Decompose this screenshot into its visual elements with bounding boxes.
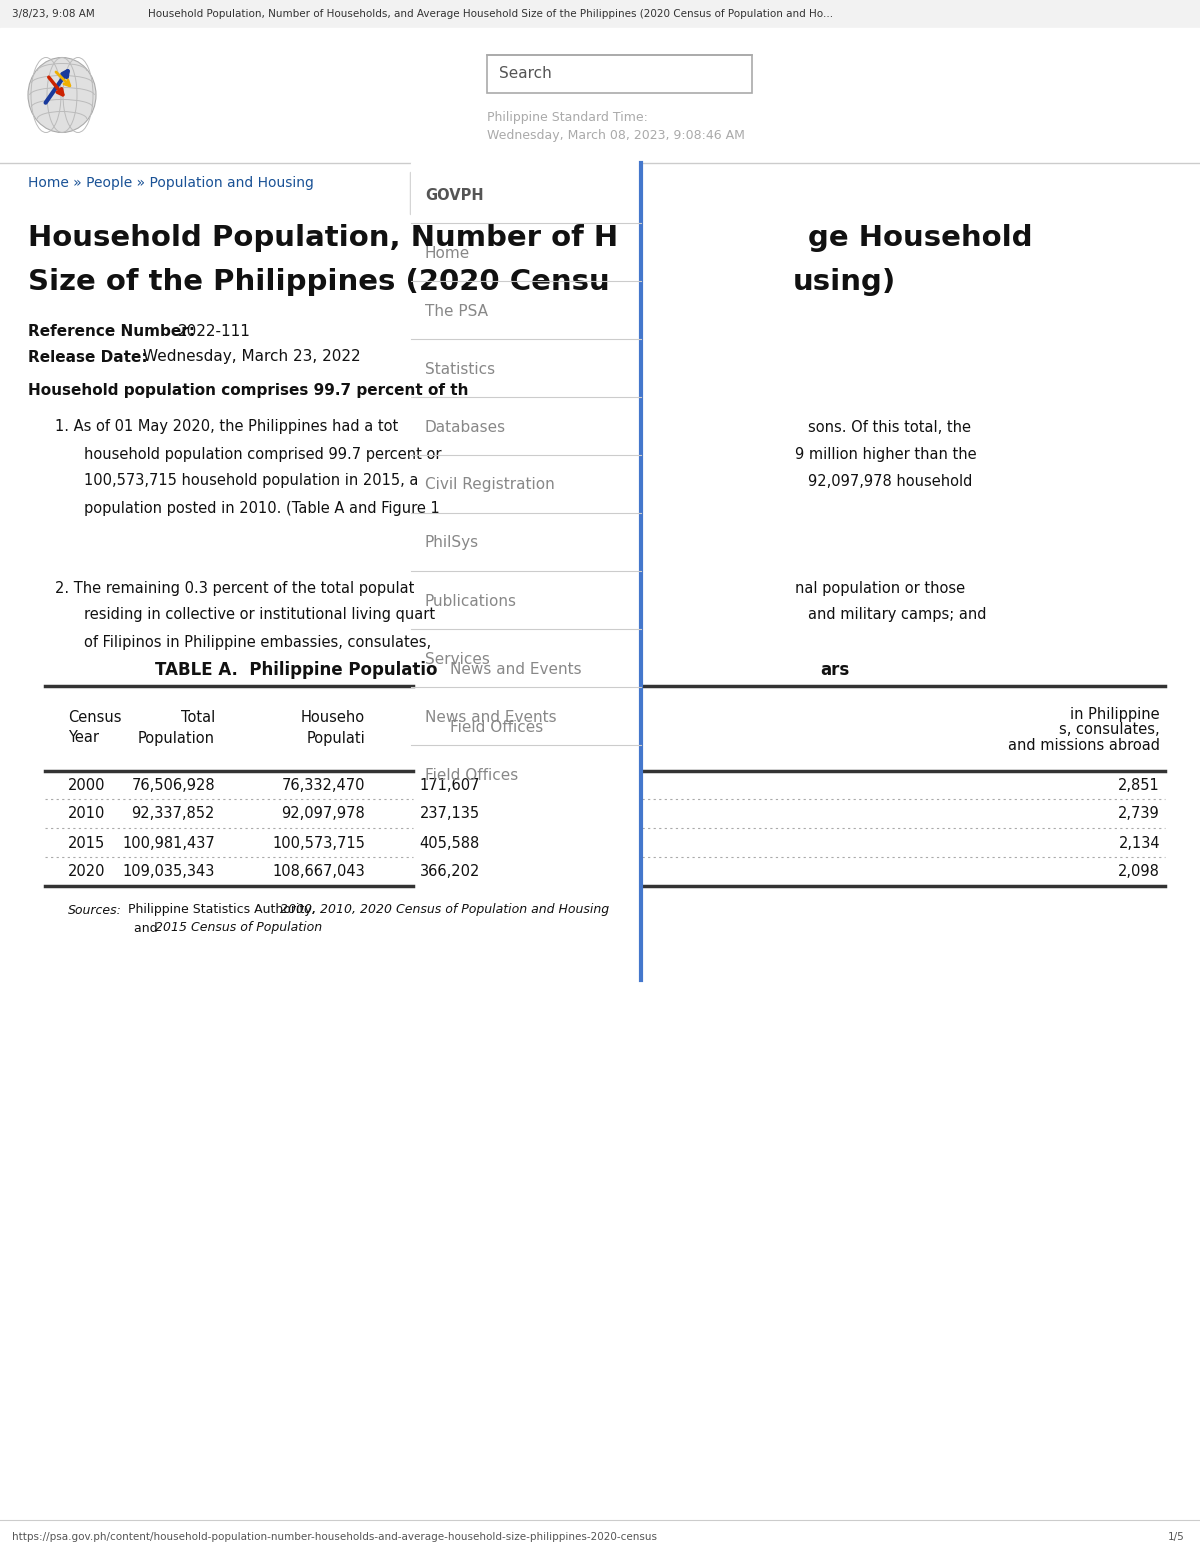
Text: 108,667,043: 108,667,043 bbox=[272, 865, 365, 879]
Text: The PSA: The PSA bbox=[425, 303, 488, 318]
Text: Population: Population bbox=[138, 730, 215, 745]
Text: Sources:: Sources: bbox=[68, 904, 122, 916]
Text: PhilSys: PhilSys bbox=[425, 536, 479, 550]
Text: Databases: Databases bbox=[425, 419, 506, 435]
Text: in Philippine: in Philippine bbox=[1070, 707, 1160, 722]
Text: 171,607: 171,607 bbox=[420, 778, 480, 792]
Text: 2,851: 2,851 bbox=[1118, 778, 1160, 792]
Text: Census: Census bbox=[68, 711, 121, 725]
Text: 2015 Census of Population: 2015 Census of Population bbox=[155, 921, 322, 935]
Text: Total: Total bbox=[181, 711, 215, 725]
Ellipse shape bbox=[28, 57, 96, 132]
FancyBboxPatch shape bbox=[487, 54, 752, 93]
Text: ars: ars bbox=[820, 662, 850, 679]
Text: 9 million higher than the: 9 million higher than the bbox=[796, 447, 977, 461]
Text: Size of the Philippines (2020 Censu: Size of the Philippines (2020 Censu bbox=[28, 269, 610, 297]
Text: 2. The remaining 0.3 percent of the total populat: 2. The remaining 0.3 percent of the tota… bbox=[55, 581, 414, 595]
Text: 1/5: 1/5 bbox=[1169, 1531, 1186, 1542]
Text: Publications: Publications bbox=[425, 593, 517, 609]
Text: 3/8/23, 9:08 AM: 3/8/23, 9:08 AM bbox=[12, 9, 95, 19]
Text: https://psa.gov.ph/content/household-population-number-households-and-average-ho: https://psa.gov.ph/content/household-pop… bbox=[12, 1531, 658, 1542]
Text: 100,981,437: 100,981,437 bbox=[122, 836, 215, 851]
Text: Statistics: Statistics bbox=[425, 362, 496, 376]
Text: 92,337,852: 92,337,852 bbox=[132, 806, 215, 822]
Text: household population comprised 99.7 percent or: household population comprised 99.7 perc… bbox=[84, 447, 442, 461]
Text: 2000: 2000 bbox=[68, 778, 106, 792]
Text: Philippine Standard Time:: Philippine Standard Time: bbox=[487, 112, 648, 124]
Text: 76,332,470: 76,332,470 bbox=[282, 778, 365, 792]
Bar bbox=[0, 28, 1200, 160]
Text: News and Events: News and Events bbox=[425, 710, 557, 725]
Text: TABLE A.  Philippine Populatio: TABLE A. Philippine Populatio bbox=[155, 662, 438, 679]
Text: 100,573,715 household population in 2015, a: 100,573,715 household population in 2015… bbox=[84, 474, 419, 489]
Text: 2010: 2010 bbox=[68, 806, 106, 822]
Bar bbox=[410, 163, 641, 980]
Text: 2015: 2015 bbox=[68, 836, 106, 851]
Text: 2,739: 2,739 bbox=[1118, 806, 1160, 822]
Text: Search: Search bbox=[499, 67, 552, 81]
Text: ge Household: ge Household bbox=[808, 224, 1033, 252]
Text: Wednesday, March 23, 2022: Wednesday, March 23, 2022 bbox=[143, 349, 361, 365]
Text: Household population comprises 99.7 percent of th: Household population comprises 99.7 perc… bbox=[28, 382, 468, 398]
Bar bbox=[0, 0, 1200, 28]
Text: GOVPH: GOVPH bbox=[425, 188, 484, 202]
Text: residing in collective or institutional living quart: residing in collective or institutional … bbox=[84, 607, 436, 623]
FancyBboxPatch shape bbox=[410, 172, 454, 214]
Text: nal population or those: nal population or those bbox=[796, 581, 965, 595]
Text: Field Offices: Field Offices bbox=[425, 767, 518, 783]
Text: and missions abroad: and missions abroad bbox=[1008, 739, 1160, 753]
Text: s, consulates,: s, consulates, bbox=[1060, 722, 1160, 738]
Text: and: and bbox=[134, 921, 162, 935]
Text: 100,573,715: 100,573,715 bbox=[272, 836, 365, 851]
Text: 92,097,978 household: 92,097,978 household bbox=[808, 474, 972, 489]
Text: 366,202: 366,202 bbox=[420, 865, 480, 879]
Text: Year: Year bbox=[68, 730, 98, 745]
Text: Wednesday, March 08, 2023, 9:08:46 AM: Wednesday, March 08, 2023, 9:08:46 AM bbox=[487, 129, 745, 141]
Text: 2,098: 2,098 bbox=[1118, 865, 1160, 879]
Text: 2,134: 2,134 bbox=[1118, 836, 1160, 851]
Text: Services: Services bbox=[425, 652, 490, 666]
Text: of Filipinos in Philippine embassies, consulates,: of Filipinos in Philippine embassies, co… bbox=[84, 635, 431, 649]
Text: 109,035,343: 109,035,343 bbox=[122, 865, 215, 879]
Text: 92,097,978: 92,097,978 bbox=[281, 806, 365, 822]
Text: 76,506,928: 76,506,928 bbox=[131, 778, 215, 792]
Text: Househo: Househo bbox=[301, 711, 365, 725]
Text: 2022-111: 2022-111 bbox=[178, 325, 251, 340]
Text: Philippine Statistics Authority,: Philippine Statistics Authority, bbox=[120, 904, 319, 916]
Text: 1. As of 01 May 2020, the Philippines had a tot: 1. As of 01 May 2020, the Philippines ha… bbox=[55, 419, 398, 435]
Text: Release Date:: Release Date: bbox=[28, 349, 148, 365]
Text: 2020: 2020 bbox=[68, 865, 106, 879]
Text: Home: Home bbox=[425, 245, 470, 261]
Text: 237,135: 237,135 bbox=[420, 806, 480, 822]
Text: population posted in 2010. (Table A and Figure 1: population posted in 2010. (Table A and … bbox=[84, 500, 439, 516]
Text: News and Events: News and Events bbox=[450, 663, 582, 677]
Text: 405,588: 405,588 bbox=[420, 836, 480, 851]
Text: Home » People » Population and Housing: Home » People » Population and Housing bbox=[28, 175, 314, 189]
Text: Household Population, Number of Households, and Average Household Size of the Ph: Household Population, Number of Househol… bbox=[148, 9, 833, 19]
Text: 2000, 2010, 2020 Census of Population and Housing: 2000, 2010, 2020 Census of Population an… bbox=[280, 904, 610, 916]
Text: sons. Of this total, the: sons. Of this total, the bbox=[808, 419, 971, 435]
Text: Reference Number:: Reference Number: bbox=[28, 325, 194, 340]
Text: Populati: Populati bbox=[306, 730, 365, 745]
Text: and military camps; and: and military camps; and bbox=[808, 607, 986, 623]
Text: using): using) bbox=[793, 269, 896, 297]
Text: Field Offices: Field Offices bbox=[450, 721, 544, 736]
Text: Civil Registration: Civil Registration bbox=[425, 477, 554, 492]
Text: Household Population, Number of H: Household Population, Number of H bbox=[28, 224, 618, 252]
